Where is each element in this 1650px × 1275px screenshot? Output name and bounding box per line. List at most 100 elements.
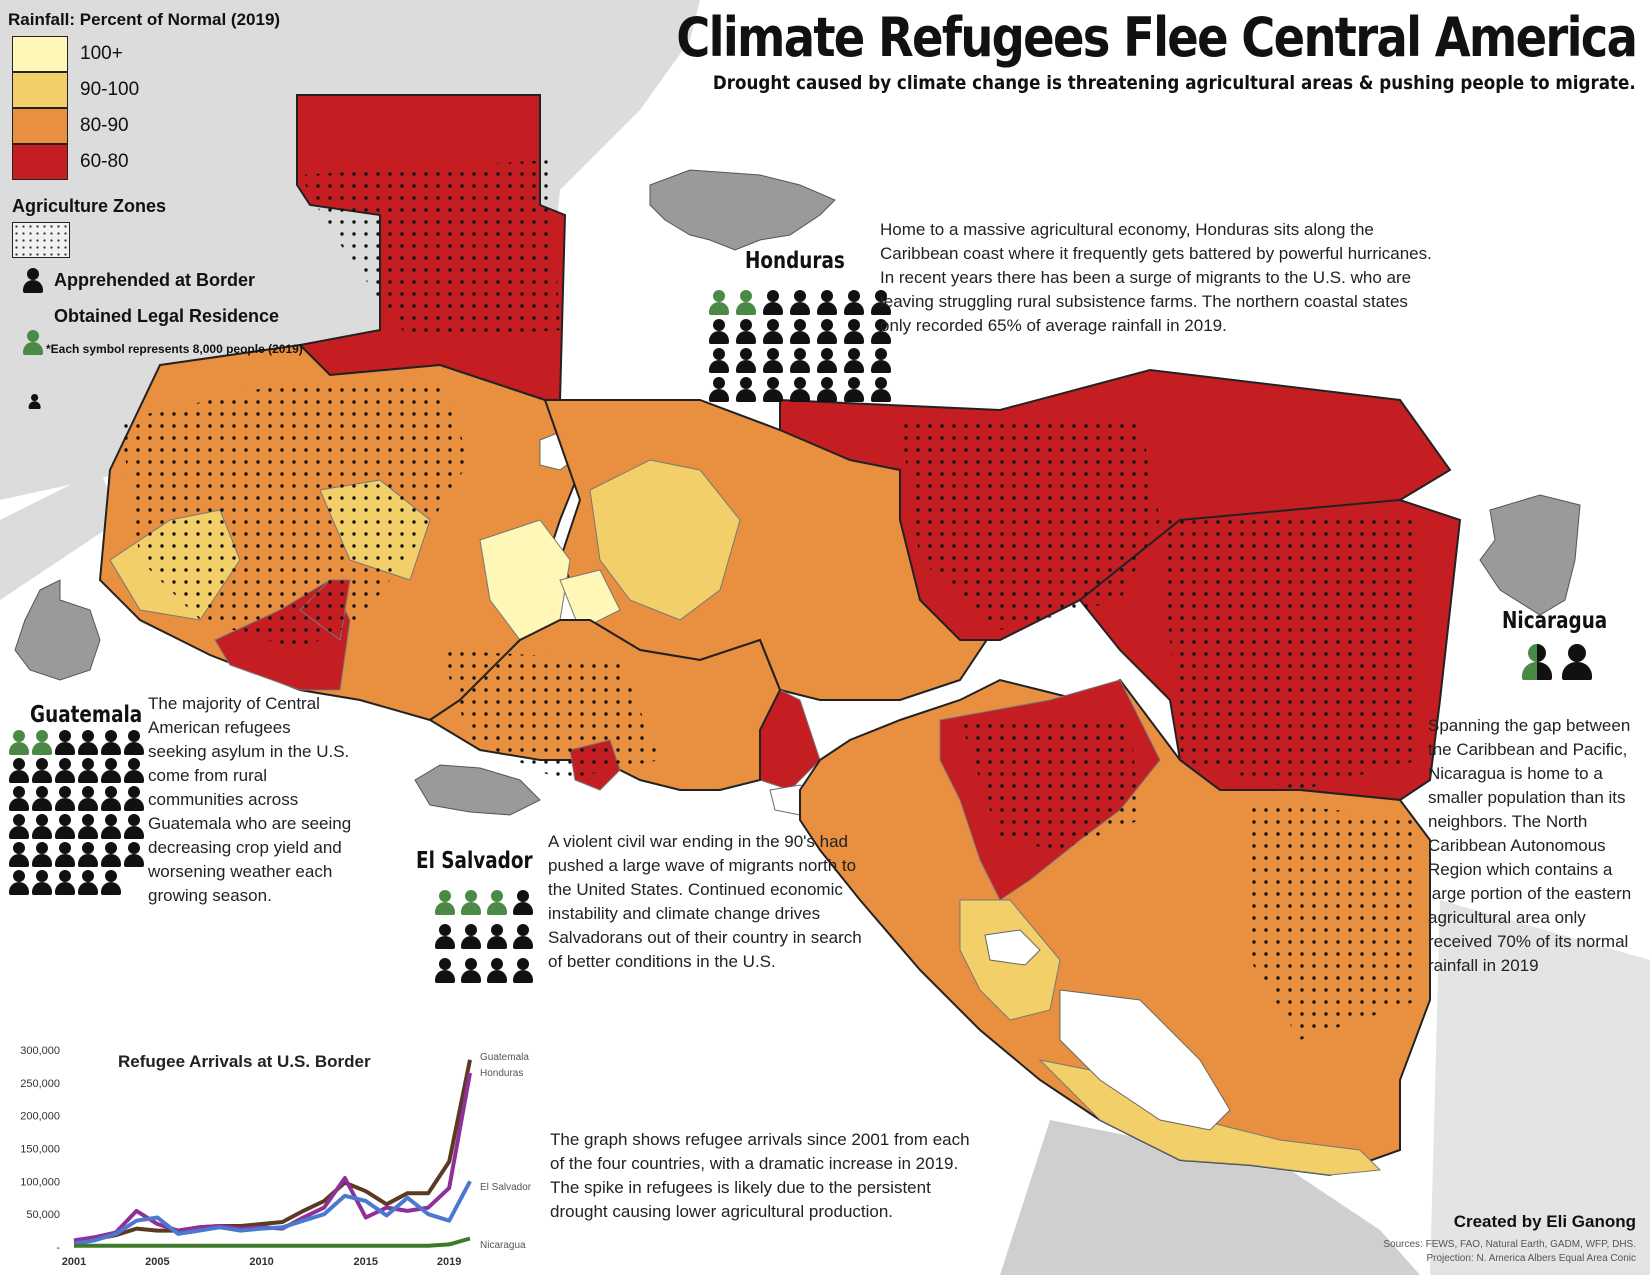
apprehended-person-icon bbox=[31, 870, 53, 896]
apprehended-person-icon bbox=[762, 377, 784, 403]
guatemala-people-icons bbox=[8, 730, 146, 896]
agriculture-zone-guatemala bbox=[120, 380, 470, 650]
refugee-arrivals-chart: - 50,000 100,000 150,000 200,000 250,000 300,0… bbox=[20, 1045, 532, 1268]
apprehended-person-icon bbox=[708, 348, 730, 374]
lake-nicaragua bbox=[1059, 989, 1231, 1131]
apprehended-person-icon bbox=[123, 842, 145, 868]
legend-swatch-label-1: 90-100 bbox=[80, 79, 140, 100]
apprehended-person-icon bbox=[77, 730, 99, 756]
x-tick-label: 2005 bbox=[145, 1256, 169, 1268]
east-landmass bbox=[1430, 900, 1650, 1275]
legend-apprehended-label: Apprehended at Border bbox=[54, 270, 256, 290]
agriculture-zone-nicaragua-south bbox=[1250, 800, 1420, 1040]
y-tick-label: 300,000 bbox=[20, 1045, 60, 1057]
nicaragua-half-legal-icon bbox=[1522, 644, 1552, 680]
y-tick-label: - bbox=[56, 1242, 60, 1254]
country-label-el-salvador: El Salvador bbox=[416, 848, 533, 874]
apprehended-person-icon bbox=[870, 290, 892, 316]
legend-swatch-label-0: 100+ bbox=[80, 43, 123, 64]
legend-agriculture-swatch bbox=[12, 222, 70, 258]
apprehended-person-icon bbox=[31, 814, 53, 840]
apprehended-person-icon bbox=[100, 730, 122, 756]
x-tick-label: 2001 bbox=[62, 1256, 86, 1268]
apprehended-person-icon bbox=[789, 377, 811, 403]
series-line-nicaragua bbox=[74, 1236, 471, 1248]
north-coast-landmass bbox=[0, 470, 120, 600]
legal-residence-person-icon bbox=[735, 290, 757, 316]
legal-residence-person-icon bbox=[708, 290, 730, 316]
page-title: Climate Refugees Flee Central America bbox=[676, 6, 1638, 69]
region-honduras-yellow bbox=[589, 459, 741, 621]
graph-note: The graph shows refugee arrivals since 2… bbox=[550, 1130, 970, 1221]
apprehended-person-icon bbox=[100, 814, 122, 840]
symbol-scale-person-icon bbox=[28, 394, 41, 410]
legend-swatch-1 bbox=[12, 72, 68, 108]
legal-residence-person-icon bbox=[486, 890, 508, 916]
apprehended-person-icon bbox=[460, 958, 482, 984]
southern-landmass bbox=[1000, 1120, 1420, 1275]
y-tick-label: 100,000 bbox=[20, 1176, 60, 1188]
apprehended-person-icon bbox=[31, 842, 53, 868]
apprehended-person-icon bbox=[123, 730, 145, 756]
region-honduras-pale-2 bbox=[559, 569, 621, 631]
apprehended-person-icon bbox=[54, 842, 76, 868]
legend-symbol-note: *Each symbol represents 8,000 people (20… bbox=[46, 342, 303, 356]
legend-swatch-3 bbox=[12, 144, 68, 180]
apprehended-person-icon bbox=[31, 786, 53, 812]
x-tick-label: 2010 bbox=[249, 1256, 273, 1268]
apprehended-person-icon bbox=[77, 842, 99, 868]
agriculture-zone-el-salvador bbox=[440, 650, 660, 780]
y-tick-label: 200,000 bbox=[20, 1111, 60, 1123]
apprehended-person-icon bbox=[816, 348, 838, 374]
apprehended-person-icon bbox=[735, 348, 757, 374]
legal-residence-person-icon bbox=[434, 890, 456, 916]
country-label-honduras: Honduras bbox=[745, 248, 845, 274]
y-tick-label: 150,000 bbox=[20, 1144, 60, 1156]
legend-swatch-2 bbox=[12, 108, 68, 144]
apprehended-person-icon bbox=[735, 319, 757, 345]
apprehended-person-icon bbox=[123, 814, 145, 840]
series-label-el_salvador: El Salvador bbox=[480, 1182, 532, 1193]
legal-residence-person-icon bbox=[460, 890, 482, 916]
apprehended-person-icon bbox=[512, 924, 534, 950]
apprehended-person-icon bbox=[77, 758, 99, 784]
el-salvador-people-icons bbox=[434, 890, 538, 984]
series-label-honduras: Honduras bbox=[480, 1068, 523, 1079]
legend-rainfall-title: Rainfall: Percent of Normal (2019) bbox=[8, 10, 281, 29]
apprehended-person-icon bbox=[708, 377, 730, 403]
series-line-guatemala bbox=[73, 1059, 472, 1244]
apprehended-person-icon bbox=[762, 319, 784, 345]
honduras-inset-silhouette bbox=[649, 169, 836, 251]
apprehended-person-icon bbox=[816, 319, 838, 345]
apprehended-person-icon bbox=[762, 290, 784, 316]
apprehended-person-icon bbox=[22, 268, 44, 294]
apprehended-person-icon bbox=[54, 758, 76, 784]
apprehended-person-icon bbox=[843, 348, 865, 374]
apprehended-person-icon bbox=[843, 377, 865, 403]
x-tick-label: 2015 bbox=[354, 1256, 378, 1268]
apprehended-person-icon bbox=[486, 924, 508, 950]
x-tick-label: 2019 bbox=[437, 1256, 461, 1268]
legend-legal-label: Obtained Legal Residence bbox=[54, 306, 280, 326]
apprehended-person-icon bbox=[870, 348, 892, 374]
series-label-guatemala: Guatemala bbox=[480, 1052, 529, 1063]
apprehended-person-icon bbox=[434, 924, 456, 950]
agriculture-zone-nicaragua-east bbox=[1160, 520, 1420, 790]
series-line-honduras bbox=[73, 1072, 472, 1243]
agriculture-zone-nicaragua-west bbox=[960, 720, 1140, 850]
apprehended-person-icon bbox=[8, 814, 30, 840]
honduras-people-icons bbox=[708, 290, 897, 403]
apprehended-person-icon bbox=[54, 814, 76, 840]
projection-line: Projection: N. America Albers Equal Area… bbox=[1426, 1253, 1636, 1264]
apprehended-person-icon bbox=[100, 842, 122, 868]
apprehended-person-icon bbox=[708, 319, 730, 345]
apprehended-person-icon bbox=[512, 958, 534, 984]
apprehended-person-icon bbox=[100, 786, 122, 812]
legal-residence-person-icon bbox=[31, 730, 53, 756]
lake-managua bbox=[984, 929, 1041, 966]
legend-swatch-label-3: 60-80 bbox=[80, 151, 129, 172]
guatemala-inset-silhouette bbox=[14, 579, 101, 681]
apprehended-person-icon bbox=[870, 319, 892, 345]
y-tick-label: 250,000 bbox=[20, 1078, 60, 1090]
apprehended-person-icon bbox=[512, 890, 534, 916]
